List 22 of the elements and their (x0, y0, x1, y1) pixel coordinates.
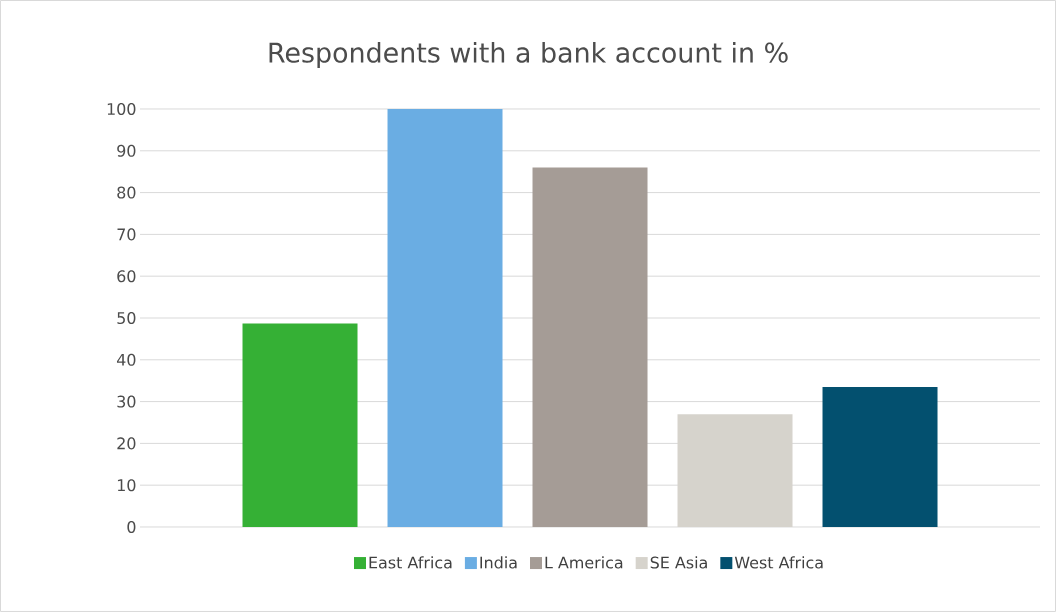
y-tick-label: 0 (127, 520, 136, 534)
legend-label: West Africa (734, 556, 823, 569)
y-tick-label: 100 (107, 102, 136, 115)
legend-label: SE Asia (650, 556, 707, 569)
y-tick-label: 50 (117, 311, 136, 324)
y-tick-label: 60 (117, 270, 136, 283)
bar (387, 108, 503, 527)
legend-label: East Africa (369, 556, 452, 569)
y-tick-label: 40 (116, 353, 136, 366)
legend-label: India (480, 556, 517, 569)
bar (677, 414, 793, 527)
y-tick-label: 90 (117, 144, 136, 157)
y-tick-label: 80 (117, 186, 136, 199)
y-tick-label: 70 (117, 228, 136, 241)
y-tick-label: 20 (117, 437, 136, 450)
bar (242, 323, 358, 527)
y-tick-label: 30 (117, 395, 136, 408)
legend-label: L America (545, 556, 623, 569)
bar (532, 167, 648, 527)
y-tick-label: 10 (117, 479, 136, 492)
bar (822, 386, 938, 527)
chart-title: Respondents with a bank account in % (269, 41, 788, 68)
